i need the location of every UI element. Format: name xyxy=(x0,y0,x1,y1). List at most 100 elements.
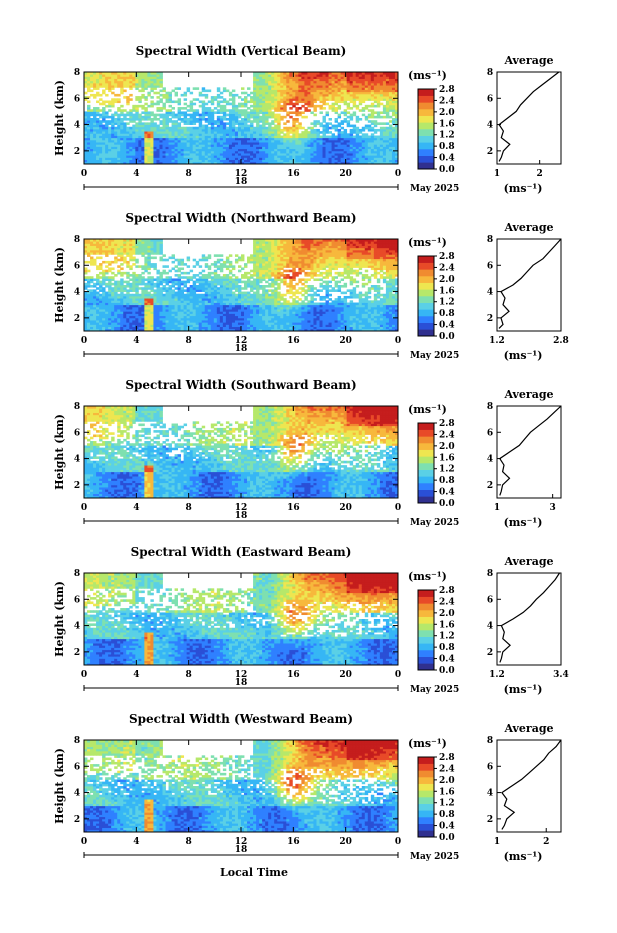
heatmap-cell xyxy=(96,107,99,110)
heatmap-cell xyxy=(320,136,323,139)
average-y-tick-label: 8 xyxy=(487,68,493,78)
heatmap-cell xyxy=(178,259,181,262)
heatmap-cell xyxy=(341,131,344,134)
average-y-tick-label: 6 xyxy=(487,94,493,104)
heatmap-cell xyxy=(135,122,138,125)
heatmap-cell xyxy=(175,87,178,90)
heatmap-cell xyxy=(247,87,250,90)
heatmap-cell xyxy=(190,100,193,103)
heatmap-cell xyxy=(205,118,208,121)
heatmap-cell xyxy=(102,270,105,273)
heatmap-cell xyxy=(126,96,129,99)
heatmap-cell xyxy=(147,276,150,279)
heatmap-cell xyxy=(286,111,289,114)
heatmap-cell xyxy=(380,122,383,125)
heatmap-cell xyxy=(335,136,338,139)
heatmap-cell xyxy=(178,87,181,90)
heatmap-cell xyxy=(150,257,153,260)
heatmap-cell xyxy=(175,292,178,295)
heatmap-cell xyxy=(181,111,184,114)
panel-1: Spectral Width (Vertical Beam)2468Height… xyxy=(53,44,561,195)
heatmap-cell xyxy=(202,125,205,128)
heatmap-cell xyxy=(205,107,208,110)
heatmap-cell xyxy=(268,122,271,125)
heatmap-cell xyxy=(229,92,232,95)
colorbar-swatch xyxy=(418,116,434,123)
heatmap-cell xyxy=(392,118,395,121)
heatmap-cell xyxy=(172,254,175,257)
heatmap-cell xyxy=(232,90,235,93)
heatmap-cell xyxy=(193,109,196,112)
colorbar-tick-label: 0.0 xyxy=(439,165,455,175)
heatmap-cell xyxy=(111,276,114,279)
heatmap-cell xyxy=(271,120,274,123)
heatmap-cell xyxy=(123,114,126,117)
heatmap-cell xyxy=(202,270,205,273)
heatmap-cell xyxy=(196,98,199,101)
heatmap-cell xyxy=(253,127,256,130)
heatmap-cell xyxy=(175,270,178,273)
heatmap-cell xyxy=(298,111,301,114)
heatmap-cell xyxy=(193,103,196,106)
heatmap-cell xyxy=(96,274,99,277)
heatmap-cell xyxy=(368,105,371,108)
heatmap-cell xyxy=(371,109,374,112)
heatmap-cell xyxy=(362,133,365,136)
heatmap-cell xyxy=(326,122,329,125)
heatmap-cell xyxy=(196,261,199,264)
heatmap-cell xyxy=(374,111,377,114)
heatmap-cell xyxy=(129,274,132,277)
heatmap-cell xyxy=(114,118,117,121)
heatmap-cell xyxy=(169,285,172,288)
heatmap-cell xyxy=(166,287,169,290)
heatmap-cell xyxy=(144,257,147,260)
x-tick-label: 0 xyxy=(395,169,401,179)
heatmap-cell xyxy=(156,96,159,99)
heatmap-cell xyxy=(102,107,105,110)
heatmap-cell xyxy=(90,109,93,112)
heatmap-cell xyxy=(196,285,199,288)
heatmap-cell xyxy=(220,116,223,119)
heatmap-cell xyxy=(329,118,332,121)
heatmap-cell xyxy=(199,105,202,108)
heatmap-cell xyxy=(217,116,220,119)
heatmap-cell xyxy=(313,114,316,117)
heatmap-cell xyxy=(196,87,199,90)
heatmap-cell xyxy=(138,90,141,93)
heatmap-cell xyxy=(126,118,129,121)
heatmap-cell xyxy=(211,96,214,99)
heatmap-cell xyxy=(93,259,96,262)
heatmap-cell xyxy=(123,257,126,260)
colorbar-swatch xyxy=(418,96,434,103)
heatmap-cell xyxy=(362,127,365,130)
heatmap-cell xyxy=(141,265,144,268)
heatmap-cell xyxy=(383,127,386,130)
heatmap-cell xyxy=(156,100,159,103)
x-tick-label: 16 xyxy=(287,169,300,179)
heatmap-cell xyxy=(217,254,220,257)
heatmap-cell xyxy=(344,118,347,121)
heatmap-cell xyxy=(196,274,199,277)
colorbar-tick-label: 2.4 xyxy=(439,96,455,106)
heatmap-cell xyxy=(181,281,184,284)
heatmap-cell xyxy=(105,265,108,268)
heatmap-cell xyxy=(117,265,120,268)
heatmap-cell xyxy=(187,287,190,290)
colorbar-swatch xyxy=(418,89,434,96)
heatmap-cell xyxy=(220,92,223,95)
heatmap-cell xyxy=(84,111,87,114)
colorbar-tick-label: 1.2 xyxy=(439,131,455,141)
heatmap-cell xyxy=(144,122,147,125)
heatmap-cell xyxy=(87,276,90,279)
heatmap-cell xyxy=(135,274,138,277)
heatmap-cell xyxy=(163,94,166,97)
heatmap-cell xyxy=(153,257,156,260)
average-x-tick-label: 2 xyxy=(537,169,543,179)
heatmap-cell xyxy=(232,94,235,97)
heatmap-cell xyxy=(99,103,102,106)
heatmap-cell xyxy=(169,105,172,108)
heatmap-cell xyxy=(184,92,187,95)
heatmap-cell xyxy=(217,259,220,262)
heatmap-cell xyxy=(353,111,356,114)
